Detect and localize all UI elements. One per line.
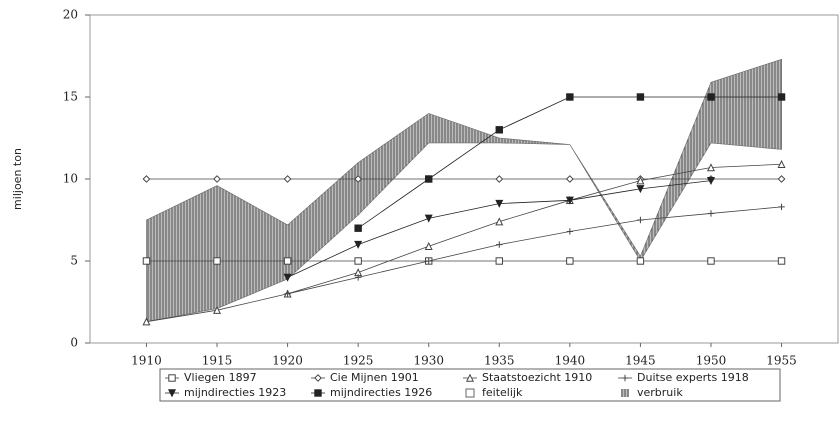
series-line — [287, 206, 782, 295]
series-line — [146, 163, 782, 323]
x-tick-label: 1935 — [484, 354, 515, 368]
marker — [706, 163, 715, 172]
legend-swatch — [465, 388, 475, 398]
marker — [777, 93, 786, 101]
marker — [621, 374, 629, 382]
y-axis-label: miljoen ton — [11, 148, 24, 210]
marker — [637, 216, 644, 224]
legend-swatch — [621, 389, 629, 397]
marker — [425, 257, 432, 265]
marker — [167, 389, 177, 398]
y-tick-label: 20 — [63, 8, 78, 22]
marker — [424, 241, 433, 250]
marker — [142, 257, 151, 265]
marker — [496, 241, 503, 248]
marker — [354, 224, 362, 232]
legend-label: Vliegen 1897 — [184, 371, 257, 384]
marker — [314, 374, 322, 382]
marker — [465, 373, 475, 382]
marker — [495, 217, 504, 226]
y-tick-label: 0 — [70, 336, 78, 350]
band-area — [146, 58, 782, 323]
y-tick-label: 10 — [63, 172, 78, 186]
marker — [777, 159, 786, 168]
y-tick-label: 15 — [63, 90, 78, 104]
x-tick-label: 1915 — [202, 354, 233, 368]
marker — [284, 290, 291, 297]
marker — [706, 176, 715, 185]
legend-entries: Vliegen 1897 Cie Mijnen 1901 Staatstoezich… — [165, 371, 749, 399]
marker — [636, 93, 645, 101]
x-tick-label: 1930 — [413, 354, 444, 368]
marker — [566, 228, 574, 235]
x-tick-label: 1925 — [343, 354, 374, 368]
marker — [495, 175, 504, 183]
marker — [213, 257, 221, 265]
marker — [354, 175, 363, 183]
marker — [777, 175, 786, 183]
marker — [778, 203, 785, 211]
marker — [425, 175, 433, 183]
legend-label: verbruik — [637, 386, 683, 399]
x-tick-label: 1945 — [625, 354, 656, 368]
legend-label: mijndirecties 1923 — [184, 386, 286, 399]
x-tick-label: 1940 — [555, 354, 586, 368]
marker — [636, 257, 645, 265]
marker — [283, 273, 292, 282]
marker — [283, 257, 292, 265]
marker — [354, 240, 363, 249]
y-tick-label: 5 — [70, 254, 78, 268]
marker — [354, 274, 362, 281]
marker — [168, 374, 176, 382]
marker — [213, 175, 221, 183]
marker — [142, 175, 151, 183]
marker — [707, 93, 715, 101]
marker — [495, 199, 504, 208]
legend-label: Cie Mijnen 1901 — [330, 371, 419, 384]
legend-label: Duitse experts 1918 — [637, 371, 749, 384]
marker — [566, 257, 574, 265]
marker — [636, 185, 645, 194]
marker — [354, 257, 362, 265]
x-tick-label: 1920 — [272, 354, 303, 368]
x-tick-label: 1910 — [131, 354, 162, 368]
legend-label: feitelijk — [482, 386, 523, 399]
marker — [636, 176, 645, 185]
marker — [495, 257, 503, 265]
marker — [283, 175, 292, 183]
marker — [213, 305, 222, 314]
marker — [777, 257, 786, 265]
legend-label: Staatstoezicht 1910 — [482, 371, 592, 384]
marker — [495, 126, 503, 134]
marker — [424, 214, 433, 223]
marker — [707, 210, 715, 217]
x-tick-label: 1950 — [696, 354, 727, 368]
marker — [566, 93, 574, 101]
x-tick-label: 1955 — [766, 354, 797, 368]
marker — [314, 389, 322, 397]
marker — [707, 257, 715, 265]
marker — [565, 175, 574, 183]
marker — [565, 196, 574, 205]
legend-label: mijndirecties 1926 — [330, 386, 432, 399]
marker — [142, 317, 151, 326]
